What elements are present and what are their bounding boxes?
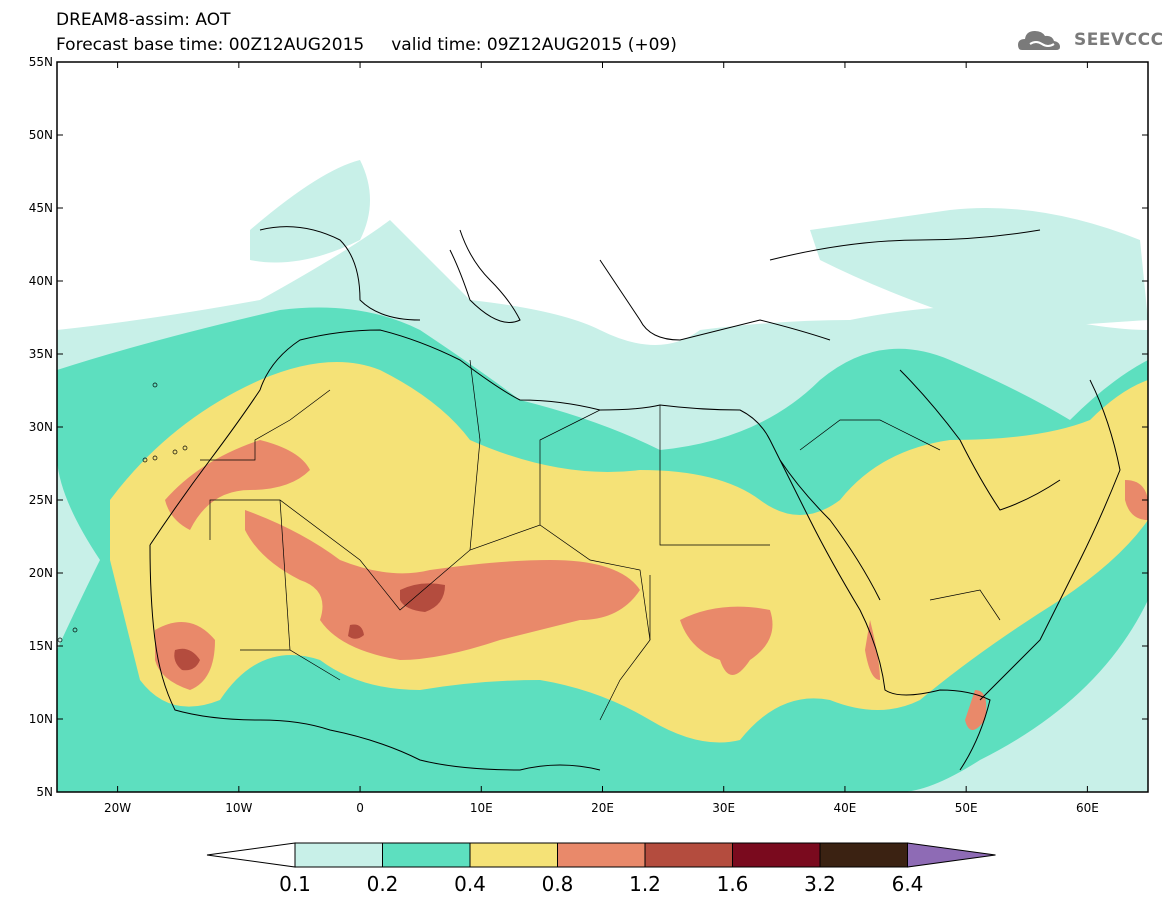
logo-text: SEEVCCC	[1074, 30, 1164, 50]
colorbar-label: 1.2	[629, 872, 661, 896]
colorbar-box	[644, 842, 733, 868]
colorbar-label: 6.4	[892, 872, 924, 896]
lat-axis: 55N 50N 45N 40N 35N 30N 25N 20N 15N 10N 5N	[29, 55, 1148, 799]
colorbar-box	[294, 842, 383, 868]
lon-label: 20E	[591, 801, 614, 815]
lon-label: 0	[356, 801, 364, 815]
lat-label: 55N	[29, 55, 53, 69]
lon-label: 30E	[712, 801, 735, 815]
aot-level-1.2	[174, 583, 445, 671]
lat-label: 15N	[29, 639, 53, 653]
lon-label: 50E	[955, 801, 978, 815]
colorbar: 0.1 0.2 0.4 0.8 1.2 1.6 3.2 6.4	[206, 842, 996, 896]
coastlines	[149, 226, 1121, 771]
lon-label: 40E	[834, 801, 857, 815]
colorbar-label: 0.4	[454, 872, 486, 896]
lon-label: 10W	[225, 801, 252, 815]
lat-label: 10N	[29, 712, 53, 726]
colorbar-label: 1.6	[717, 872, 749, 896]
lat-label: 35N	[29, 347, 53, 361]
colorbar-box	[732, 842, 821, 868]
lon-label: 60E	[1076, 801, 1099, 815]
lon-label: 20W	[104, 801, 131, 815]
colorbar-box	[382, 842, 471, 868]
lat-label: 40N	[29, 274, 53, 288]
colorbar-over-triangle	[907, 842, 996, 868]
map-subtitle: Forecast base time: 00Z12AUG2015 valid t…	[56, 35, 677, 55]
colorbar-label: 0.8	[542, 872, 574, 896]
colorbar-label: 3.2	[804, 872, 836, 896]
colorbar-box	[557, 842, 646, 868]
lat-label: 45N	[29, 201, 53, 215]
lat-label: 30N	[29, 420, 53, 434]
colorbar-box	[819, 842, 908, 868]
colorbar-under-triangle	[206, 842, 296, 868]
lon-label: 10E	[470, 801, 493, 815]
map-title: DREAM8-assim: AOT	[56, 10, 231, 30]
cloud-icon	[1018, 31, 1060, 50]
colorbar-label: 0.2	[367, 872, 399, 896]
lat-label: 20N	[29, 566, 53, 580]
colorbar-label: 0.1	[279, 872, 311, 896]
colorbar-box	[469, 842, 558, 868]
lat-label: 25N	[29, 493, 53, 507]
lat-label: 5N	[36, 785, 53, 799]
islands	[57, 382, 188, 643]
country-borders	[200, 359, 1001, 721]
lon-axis: 20W 10W 0 10E 20E 30E 40E 50E 60E	[104, 62, 1099, 815]
lat-label: 50N	[29, 128, 53, 142]
